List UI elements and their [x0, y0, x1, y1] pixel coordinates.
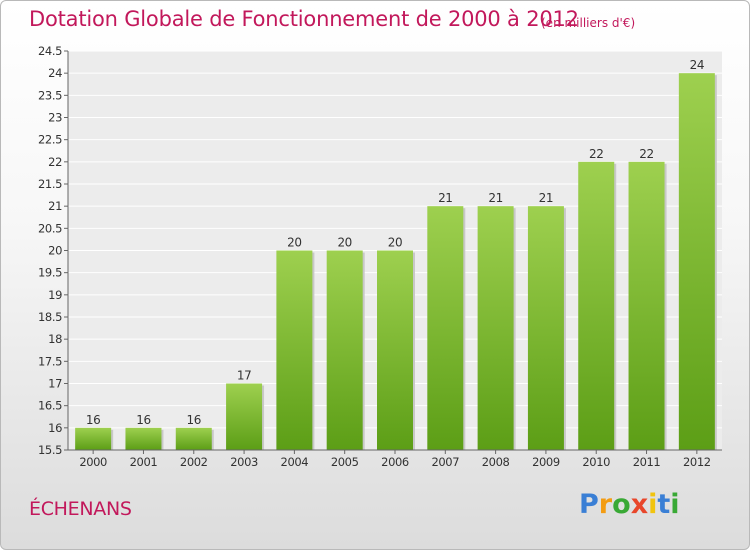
x-tick-label: 2007 — [431, 455, 459, 469]
y-tick-label: 19.5 — [38, 266, 62, 280]
logo-letter: P — [579, 489, 599, 520]
x-tick-label: 2009 — [532, 455, 560, 469]
y-tick-label: 23.5 — [38, 88, 62, 102]
bar-value-label: 16 — [187, 413, 201, 427]
bar-value-label: 22 — [589, 147, 603, 161]
y-tick-label: 22 — [48, 155, 62, 169]
y-tick-label: 20.5 — [38, 221, 62, 235]
y-tick-label: 20 — [48, 244, 62, 258]
logo-letter: x — [630, 489, 649, 520]
x-tick-label: 2006 — [381, 455, 409, 469]
y-tick-label: 23 — [48, 111, 62, 125]
y-tick-label: 18 — [48, 332, 62, 346]
x-tick-label: 2008 — [482, 455, 510, 469]
bar-value-label: 16 — [136, 413, 150, 427]
chart-title: Dotation Globale de Fonctionnement de 20… — [29, 7, 579, 31]
x-tick-label: 2012 — [683, 455, 711, 469]
y-tick-label: 21.5 — [38, 177, 62, 191]
x-tick-label: 2002 — [180, 455, 208, 469]
bar — [628, 161, 665, 451]
bar-value-label: 20 — [287, 236, 301, 250]
y-tick-label: 15.5 — [38, 443, 62, 457]
x-tick-label: 2005 — [331, 455, 359, 469]
y-tick-label: 19 — [48, 288, 62, 302]
bar — [326, 250, 363, 450]
bar-value-label: 24 — [690, 58, 704, 72]
y-tick-label: 17.5 — [38, 354, 62, 368]
commune-name: ÉCHENANS — [29, 498, 132, 520]
y-tick-label: 16.5 — [38, 399, 62, 413]
logo-letter: r — [598, 489, 613, 520]
bar-value-label: 20 — [337, 236, 351, 250]
bar — [276, 250, 313, 450]
bar-value-label: 17 — [237, 369, 251, 383]
bar — [175, 427, 212, 450]
y-tick-label: 22.5 — [38, 133, 62, 147]
logo-letter: i — [648, 489, 658, 520]
bar — [125, 427, 162, 450]
y-tick-label: 24.5 — [38, 44, 62, 58]
logo-letter: t — [657, 489, 671, 520]
bar-value-label: 16 — [86, 413, 100, 427]
logo-letter: i — [670, 489, 680, 520]
bar — [678, 73, 715, 451]
bar-value-label: 21 — [539, 191, 553, 205]
logo-letter: o — [612, 489, 631, 520]
y-tick-label: 16 — [48, 421, 62, 435]
y-tick-label: 17 — [48, 377, 62, 391]
y-tick-label: 21 — [48, 199, 62, 213]
x-tick-label: 2011 — [633, 455, 661, 469]
x-tick-label: 2000 — [79, 455, 107, 469]
x-tick-label: 2003 — [230, 455, 258, 469]
bar-value-label: 22 — [639, 147, 653, 161]
bar — [477, 206, 514, 450]
y-tick-label: 24 — [48, 66, 62, 80]
bar-value-label: 21 — [488, 191, 502, 205]
chart-unit: (en milliers d'€) — [541, 16, 636, 30]
bar-value-label: 20 — [388, 236, 402, 250]
bar-value-label: 21 — [438, 191, 452, 205]
proxiti-logo[interactable]: Proxiti — [579, 489, 680, 520]
bar — [427, 206, 464, 450]
bar — [578, 161, 615, 451]
x-tick-label: 2010 — [582, 455, 610, 469]
bar — [75, 427, 112, 450]
x-tick-label: 2001 — [130, 455, 158, 469]
y-tick-label: 18.5 — [38, 310, 62, 324]
x-tick-label: 2004 — [281, 455, 309, 469]
bar — [226, 383, 263, 450]
bar — [527, 206, 564, 450]
bar — [377, 250, 413, 450]
